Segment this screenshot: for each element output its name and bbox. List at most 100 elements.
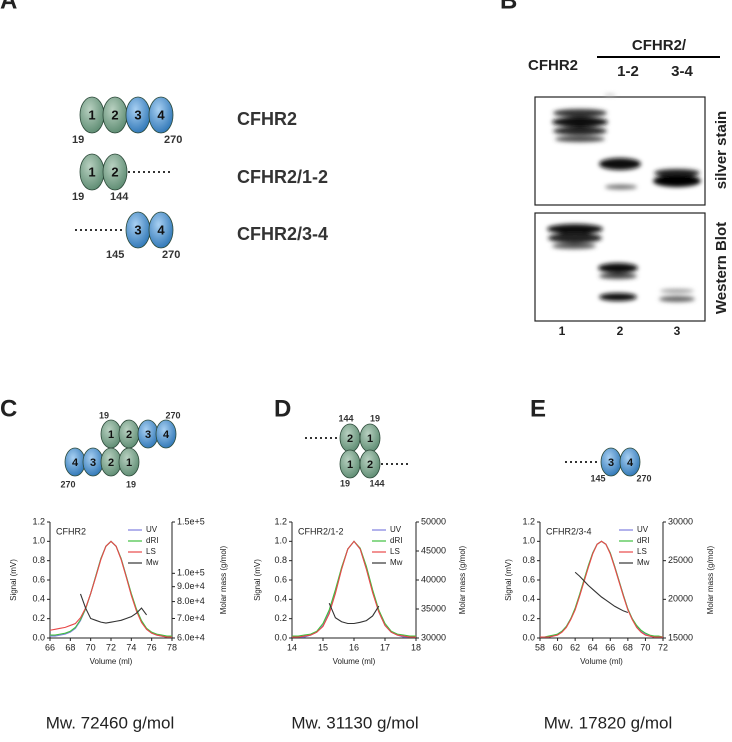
y-tick-label: 0.2 xyxy=(32,613,45,623)
y2-axis-title: Molar mass (g/mol) xyxy=(706,545,715,614)
y2-tick-label: 8.0e+4 xyxy=(177,596,205,606)
x-tick-label: 15 xyxy=(318,642,328,652)
series-line xyxy=(328,602,380,625)
residue: 270 xyxy=(164,134,182,146)
domain-number: 3 xyxy=(608,457,614,469)
y2-axis-title: Molar mass (g/mol) xyxy=(219,545,228,614)
domain-number: 1 xyxy=(367,433,373,445)
residue: 270 xyxy=(60,479,75,489)
domain-number: 3 xyxy=(134,222,141,237)
x-tick-label: 72 xyxy=(658,642,668,652)
y2-tick-label: 40000 xyxy=(421,574,446,584)
plot-title: CFHR2 xyxy=(56,526,86,536)
domain xyxy=(155,419,177,449)
y2-tick-label: 30000 xyxy=(668,516,693,526)
domain-number: 2 xyxy=(126,429,132,441)
y2-tick-label: 9.0e+4 xyxy=(177,581,205,591)
y-tick-label: 1.0 xyxy=(274,536,287,546)
linker xyxy=(75,171,600,465)
x-tick-label: 68 xyxy=(65,642,75,652)
y-tick-label: 0.4 xyxy=(522,594,535,604)
mw-annotation: Mw. 72460 g/mol xyxy=(46,713,175,732)
plot-title: CFHR2/1-2 xyxy=(298,526,344,536)
panel-label: E xyxy=(530,395,546,422)
residue: 270 xyxy=(636,473,651,483)
series-line xyxy=(540,540,663,638)
series-line xyxy=(292,540,416,638)
x-tick-label: 70 xyxy=(640,642,650,652)
y2-tick-label: 7.0e+4 xyxy=(177,613,205,623)
x-tick-label: 72 xyxy=(106,642,116,652)
construct-name: CFHR2 xyxy=(237,109,297,129)
y2-axis-title: Molar mass (g/mol) xyxy=(458,545,467,614)
y-tick-label: 1.2 xyxy=(32,516,45,526)
domain xyxy=(619,447,641,477)
mw-annotation: Mw. 17820 g/mol xyxy=(544,713,673,732)
series-line xyxy=(49,540,172,638)
residue: 19 xyxy=(72,134,84,146)
x-tick-label: 66 xyxy=(45,642,55,652)
panel-label: B xyxy=(500,0,517,14)
x-tick-label: 58 xyxy=(535,642,545,652)
domain-number: 1 xyxy=(108,429,114,441)
domain-number: 4 xyxy=(627,457,634,469)
y-tick-label: 0.2 xyxy=(522,613,535,623)
y-tick-label: 0.0 xyxy=(274,632,287,642)
x-tick-label: 18 xyxy=(411,642,421,652)
group-header: CFHR2/ xyxy=(632,37,687,54)
y2-tick-label: 1.0e+5 xyxy=(177,568,205,578)
x-tick-label: 74 xyxy=(126,642,136,652)
blot-label: silver stain xyxy=(713,111,730,189)
y-tick-label: 1.2 xyxy=(274,516,287,526)
plot-title: CFHR2/3-4 xyxy=(546,526,592,536)
residue: 19 xyxy=(72,191,84,203)
legend-label: LS xyxy=(637,547,647,556)
domain-number: 2 xyxy=(108,457,114,469)
lane-subheader: 3-4 xyxy=(671,63,693,80)
domain-number: 2 xyxy=(367,459,373,471)
residue: 145 xyxy=(106,249,124,261)
residue: 270 xyxy=(162,249,180,261)
y-tick-label: 0.6 xyxy=(522,574,535,584)
x-tick-label: 70 xyxy=(86,642,96,652)
y-tick-label: 1.2 xyxy=(522,516,535,526)
legend-label: Mw xyxy=(637,558,650,567)
domain-number: 1 xyxy=(88,164,95,179)
y2-tick-label: 50000 xyxy=(421,516,446,526)
domain-number: 2 xyxy=(111,164,118,179)
domain-number: 4 xyxy=(72,457,79,469)
domain-number: 1 xyxy=(88,107,95,122)
y2-tick-label: 6.0e+4 xyxy=(177,632,205,642)
residue: 144 xyxy=(338,413,353,423)
y2-tick-label: 25000 xyxy=(668,555,693,565)
lane-header: CFHR2 xyxy=(528,57,578,74)
legend-label: dRI xyxy=(390,536,402,545)
x-tick-label: 64 xyxy=(588,642,598,652)
y-tick-label: 0.4 xyxy=(274,594,287,604)
y-axis-title: Signal (mV) xyxy=(253,559,262,601)
residue: 19 xyxy=(126,479,136,489)
blot-label: Western Blot xyxy=(713,222,730,314)
lane-number: 1 xyxy=(559,324,566,338)
residue: 145 xyxy=(590,473,605,483)
y-tick-label: 0.8 xyxy=(274,555,287,565)
x-tick-label: 66 xyxy=(605,642,615,652)
mw-annotation: Mw. 31130 g/mol xyxy=(291,713,418,732)
residue: 144 xyxy=(369,478,384,488)
domain-number: 2 xyxy=(111,107,118,122)
y-axis-title: Signal (mV) xyxy=(504,559,513,601)
y2-tick-label: 45000 xyxy=(421,545,446,555)
y-tick-label: 0.2 xyxy=(274,613,287,623)
series-line xyxy=(574,571,629,613)
domain xyxy=(148,211,174,249)
domain-number: 2 xyxy=(347,433,353,445)
x-axis-title: Volume (ml) xyxy=(580,657,623,666)
x-tick-label: 62 xyxy=(570,642,580,652)
y-tick-label: 0.6 xyxy=(32,574,45,584)
domain xyxy=(148,96,174,134)
x-tick-label: 16 xyxy=(349,642,359,652)
y-tick-label: 0.0 xyxy=(32,632,45,642)
y-tick-label: 0.8 xyxy=(522,555,535,565)
y-tick-label: 0.8 xyxy=(32,555,45,565)
legend-label: dRI xyxy=(637,536,649,545)
